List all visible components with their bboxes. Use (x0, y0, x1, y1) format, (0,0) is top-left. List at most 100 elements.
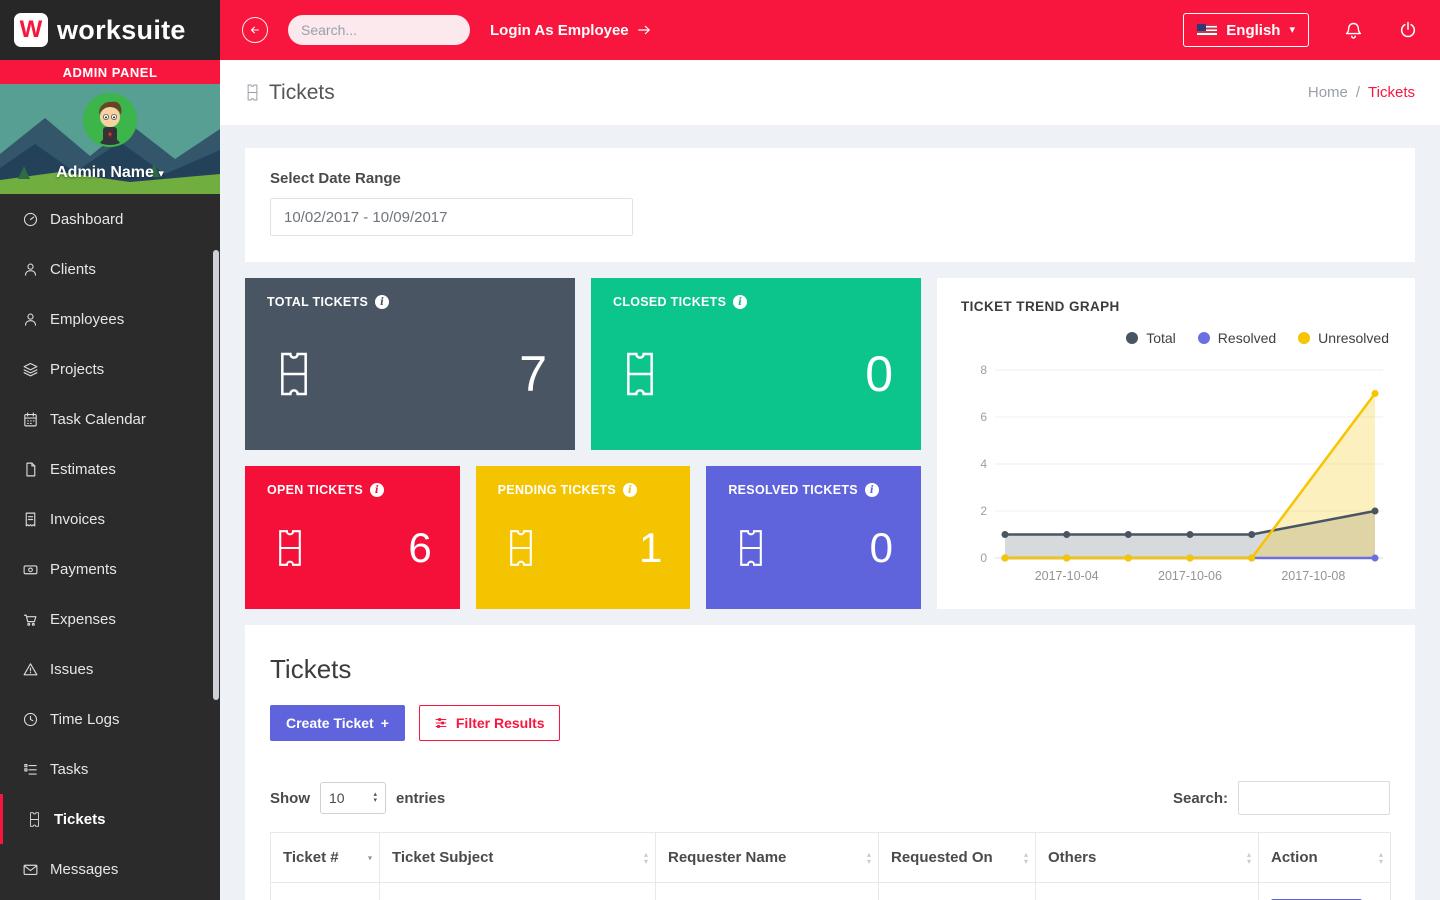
sidebar-item-messages[interactable]: Messages (0, 844, 220, 894)
tickets-table: Ticket # ▾ Ticket Subject ▴ ▾ Requester Nam… (270, 832, 1391, 900)
info-icon[interactable]: i (369, 483, 384, 497)
page-title-label: Tickets (269, 80, 335, 104)
sidebar-item-tasks[interactable]: Tasks (0, 744, 220, 794)
filter-results-label: Filter Results (455, 715, 545, 731)
stat-value: 0 (865, 346, 893, 402)
sidebar-item-employees[interactable]: Employees (0, 294, 220, 344)
create-ticket-button[interactable]: Create Ticket + (270, 705, 405, 741)
sidebar-item-expenses[interactable]: Expenses (0, 594, 220, 644)
info-icon[interactable]: i (375, 295, 390, 309)
logout-button[interactable] (1398, 20, 1418, 40)
arrow-left-icon (248, 23, 262, 37)
sidebar-item-payments[interactable]: Payments (0, 544, 220, 594)
cell-ticket-no: 7 (270, 882, 380, 900)
ticket-icon (273, 527, 307, 569)
ticket-icon (504, 527, 538, 569)
page-size-select[interactable]: 10 ▴ ▾ (320, 782, 386, 814)
sidebar-item-dashboard[interactable]: Dashboard (0, 194, 220, 244)
file-icon (22, 461, 39, 478)
breadcrumb-home[interactable]: Home (1307, 84, 1348, 101)
gauge-icon (22, 211, 39, 228)
ticket-icon (619, 349, 661, 399)
info-icon[interactable]: i (864, 483, 879, 497)
svg-text:2: 2 (980, 504, 987, 518)
table-row: 7 Ticket 7 Maximillia Gleichner 03 Oct 2… (270, 882, 1391, 900)
sidebar-item-label: Clients (50, 260, 96, 278)
cell-requested-on: 03 Oct 2017 07:20 (878, 882, 1036, 900)
person-icon (22, 311, 39, 328)
column-header-ticket-no[interactable]: Ticket # ▾ (270, 832, 380, 883)
sidebar-scrollbar[interactable] (213, 250, 219, 700)
table-search-input[interactable] (1238, 781, 1390, 815)
ticket-icon (273, 349, 315, 399)
plus-icon: + (380, 715, 389, 731)
admin-name-label: Admin Name (56, 164, 154, 181)
stat-label: RESOLVED TICKETS (728, 483, 858, 497)
login-as-employee-link[interactable]: Login As Employee (490, 22, 652, 39)
sidebar-item-time-logs[interactable]: Time Logs (0, 694, 220, 744)
stats-column: TOTAL TICKETS i 7 CLOSED TICKETS i 0 OPEN … (245, 278, 922, 609)
avatar[interactable] (83, 93, 137, 147)
navbar-actions: Login As Employee English ▾ (220, 0, 1440, 60)
stat-card-resolved-tickets: RESOLVED TICKETS i 0 (706, 466, 922, 609)
breadcrumb: Home / Tickets (1308, 84, 1415, 101)
show-label: Show (270, 789, 310, 807)
money-icon (22, 561, 39, 578)
info-icon[interactable]: i (733, 295, 748, 309)
sidebar-item-issues[interactable]: Issues (0, 644, 220, 694)
stat-label: TOTAL TICKETS (267, 295, 369, 309)
tasks-icon (22, 761, 39, 778)
svg-text:2017-10-06: 2017-10-06 (1158, 569, 1222, 583)
sidebar-item-label: Payments (50, 560, 117, 578)
person-icon (22, 261, 39, 278)
date-range-input[interactable] (270, 198, 633, 236)
chevron-down-icon: ▾ (1289, 23, 1295, 36)
info-icon[interactable]: i (623, 483, 638, 497)
sort-icon: ▴ ▾ (1246, 849, 1251, 866)
sort-icon: ▴ ▾ (1378, 849, 1383, 866)
sidebar-item-label: Issues (50, 660, 94, 678)
sidebar-item-tickets[interactable]: Tickets (0, 794, 220, 844)
column-header-action[interactable]: Action ▴ ▾ (1258, 832, 1391, 883)
legend-item-total[interactable]: Total (1126, 330, 1176, 346)
tickets-section-heading: Tickets (270, 654, 352, 684)
stat-card-open-tickets: OPEN TICKETS i 6 (245, 466, 460, 609)
filter-results-button[interactable]: Filter Results (418, 705, 560, 741)
search-input[interactable] (301, 22, 482, 38)
sidebar-item-estimates[interactable]: Estimates (0, 444, 220, 494)
page-size-control: Show 10 ▴ ▾ entries (270, 782, 445, 814)
collapse-sidebar-button[interactable] (242, 17, 268, 43)
table-search-label: Search: (1172, 789, 1228, 807)
admin-name-dropdown[interactable]: Admin Name ▾ (0, 164, 220, 182)
notifications-button[interactable] (1343, 20, 1364, 41)
column-header-requested-on[interactable]: Requested On ▴ ▾ (878, 832, 1036, 883)
ticket-trend-chart: 0 2 4 6 8 2017-10-04 2017-10-06 2017-10-08 (980, 363, 1383, 583)
sidebar-item-projects[interactable]: Projects (0, 344, 220, 394)
cell-requester: Maximillia Gleichner (655, 882, 879, 900)
svg-text:2017-10-04: 2017-10-04 (1035, 569, 1099, 583)
select-stepper-icon: ▴ ▾ (373, 791, 377, 804)
sidebar-item-clients[interactable]: Clients (0, 244, 220, 294)
breadcrumb-current: Tickets (1368, 84, 1415, 101)
brand-name: worksuite (57, 14, 186, 45)
cart-icon (22, 611, 39, 628)
legend-item-unresolved[interactable]: Unresolved (1298, 330, 1389, 346)
brand-logo[interactable]: W worksuite (0, 0, 220, 60)
column-header-requester[interactable]: Requester Name ▴ ▾ (655, 832, 879, 883)
sidebar-item-invoices[interactable]: Invoices (0, 494, 220, 544)
column-header-subject[interactable]: Ticket Subject ▴ ▾ (379, 832, 656, 883)
bell-icon (1343, 20, 1364, 41)
cell-action: Action ▾ (1258, 882, 1391, 900)
create-ticket-label: Create Ticket (286, 715, 374, 731)
sidebar-item-task-calendar[interactable]: Task Calendar (0, 394, 220, 444)
legend-dot (1197, 332, 1210, 344)
page-size-value: 10 (329, 790, 345, 806)
page-content: Select Date Range TOTAL TICKETS i 7 CLOSE… (220, 125, 1440, 900)
language-dropdown[interactable]: English ▾ (1183, 13, 1309, 47)
sidebar-item-label: Projects (50, 360, 105, 378)
column-header-others[interactable]: Others ▴ ▾ (1035, 832, 1259, 883)
svg-text:2017-10-08: 2017-10-08 (1281, 569, 1345, 583)
mail-icon (22, 861, 39, 878)
chart-title: TICKET TREND GRAPH (961, 299, 1120, 314)
legend-item-resolved[interactable]: Resolved (1197, 330, 1276, 346)
